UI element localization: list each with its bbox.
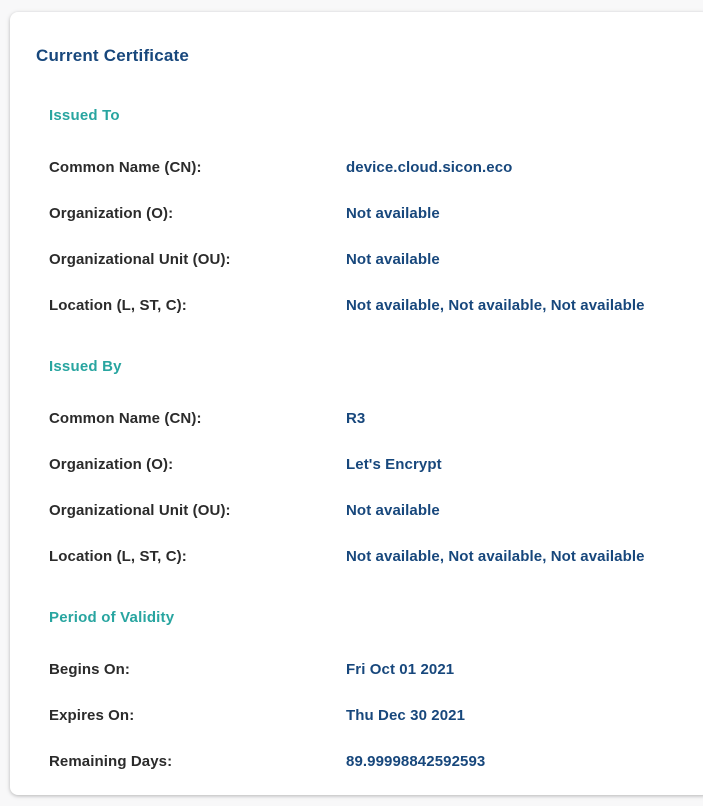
section-heading: Issued To — [49, 107, 120, 124]
field-row: Common Name (CN): device.cloud.sicon.eco — [49, 160, 684, 176]
field-value: Not available — [346, 502, 440, 519]
field-row: Expires On: Thu Dec 30 2021 — [49, 708, 684, 724]
field-label: Organizational Unit (OU): — [49, 502, 231, 519]
field-row: Location (L, ST, C): Not available, Not … — [49, 298, 684, 314]
field-label: Location (L, ST, C): — [49, 297, 187, 314]
field-value: R3 — [346, 410, 366, 427]
field-row: Location (L, ST, C): Not available, Not … — [49, 549, 684, 565]
field-label: Common Name (CN): — [49, 410, 202, 427]
field-label: Location (L, ST, C): — [49, 548, 187, 565]
field-value: Fri Oct 01 2021 — [346, 661, 455, 678]
field-value: Not available — [346, 251, 440, 268]
field-label: Organization (O): — [49, 456, 174, 473]
field-row: Common Name (CN): R3 — [49, 411, 684, 427]
field-row: Remaining Days: 89.99998842592593 — [49, 754, 684, 770]
field-label: Begins On: — [49, 661, 131, 678]
field-row: Organizational Unit (OU): Not available — [49, 503, 684, 519]
field-label: Remaining Days: — [49, 753, 173, 770]
field-row: Organizational Unit (OU): Not available — [49, 252, 684, 268]
field-label: Organizational Unit (OU): — [49, 251, 231, 268]
section-heading: Period of Validity — [49, 609, 175, 626]
field-value: Not available, Not available, Not availa… — [346, 297, 645, 314]
field-value: Thu Dec 30 2021 — [346, 707, 466, 724]
certificate-section: Issued To Common Name (CN): device.cloud… — [49, 108, 684, 314]
field-value: 89.99998842592593 — [346, 753, 486, 770]
field-value: Not available — [346, 205, 440, 222]
field-row: Organization (O): Not available — [49, 206, 684, 222]
field-label: Organization (O): — [49, 205, 174, 222]
field-label: Common Name (CN): — [49, 159, 202, 176]
section-rows: Common Name (CN): R3 Organization (O): L… — [49, 411, 684, 565]
field-value: Let's Encrypt — [346, 456, 442, 473]
certificate-sections: Issued To Common Name (CN): device.cloud… — [36, 108, 684, 770]
page-title: Current Certificate — [36, 46, 190, 65]
section-rows: Begins On: Fri Oct 01 2021 Expires On: T… — [49, 662, 684, 770]
certificate-section: Issued By Common Name (CN): R3 Organizat… — [49, 359, 684, 565]
certificate-section: Period of Validity Begins On: Fri Oct 01… — [49, 610, 684, 770]
field-row: Begins On: Fri Oct 01 2021 — [49, 662, 684, 678]
field-value: device.cloud.sicon.eco — [346, 159, 513, 176]
section-rows: Common Name (CN): device.cloud.sicon.eco… — [49, 160, 684, 314]
certificate-card: Current Certificate Issued To Common Nam… — [10, 12, 703, 795]
field-row: Organization (O): Let's Encrypt — [49, 457, 684, 473]
section-heading: Issued By — [49, 358, 122, 375]
field-value: Not available, Not available, Not availa… — [346, 548, 645, 565]
field-label: Expires On: — [49, 707, 135, 724]
